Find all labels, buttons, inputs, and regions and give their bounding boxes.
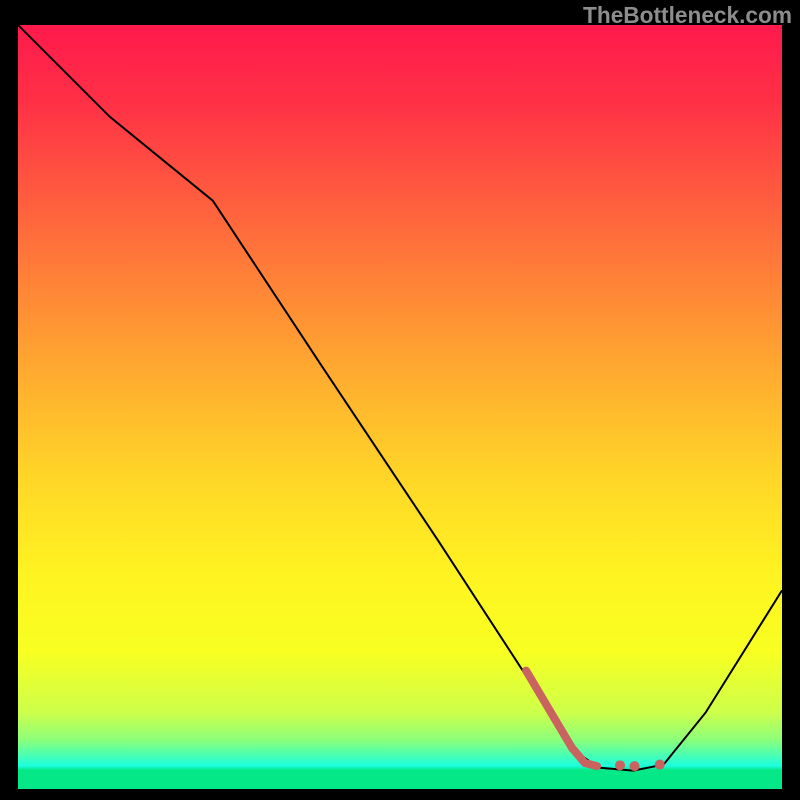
chart-svg — [18, 25, 782, 789]
annotation-dot — [615, 760, 625, 770]
annotation-dot — [655, 760, 665, 770]
annotation-line — [526, 671, 597, 767]
watermark-text: TheBottleneck.com — [583, 2, 792, 29]
annotation-dot — [630, 761, 640, 771]
main-curve — [18, 25, 782, 771]
page-root: { "watermark": { "text": "TheBottleneck.… — [0, 0, 800, 800]
plot-area — [18, 25, 782, 789]
